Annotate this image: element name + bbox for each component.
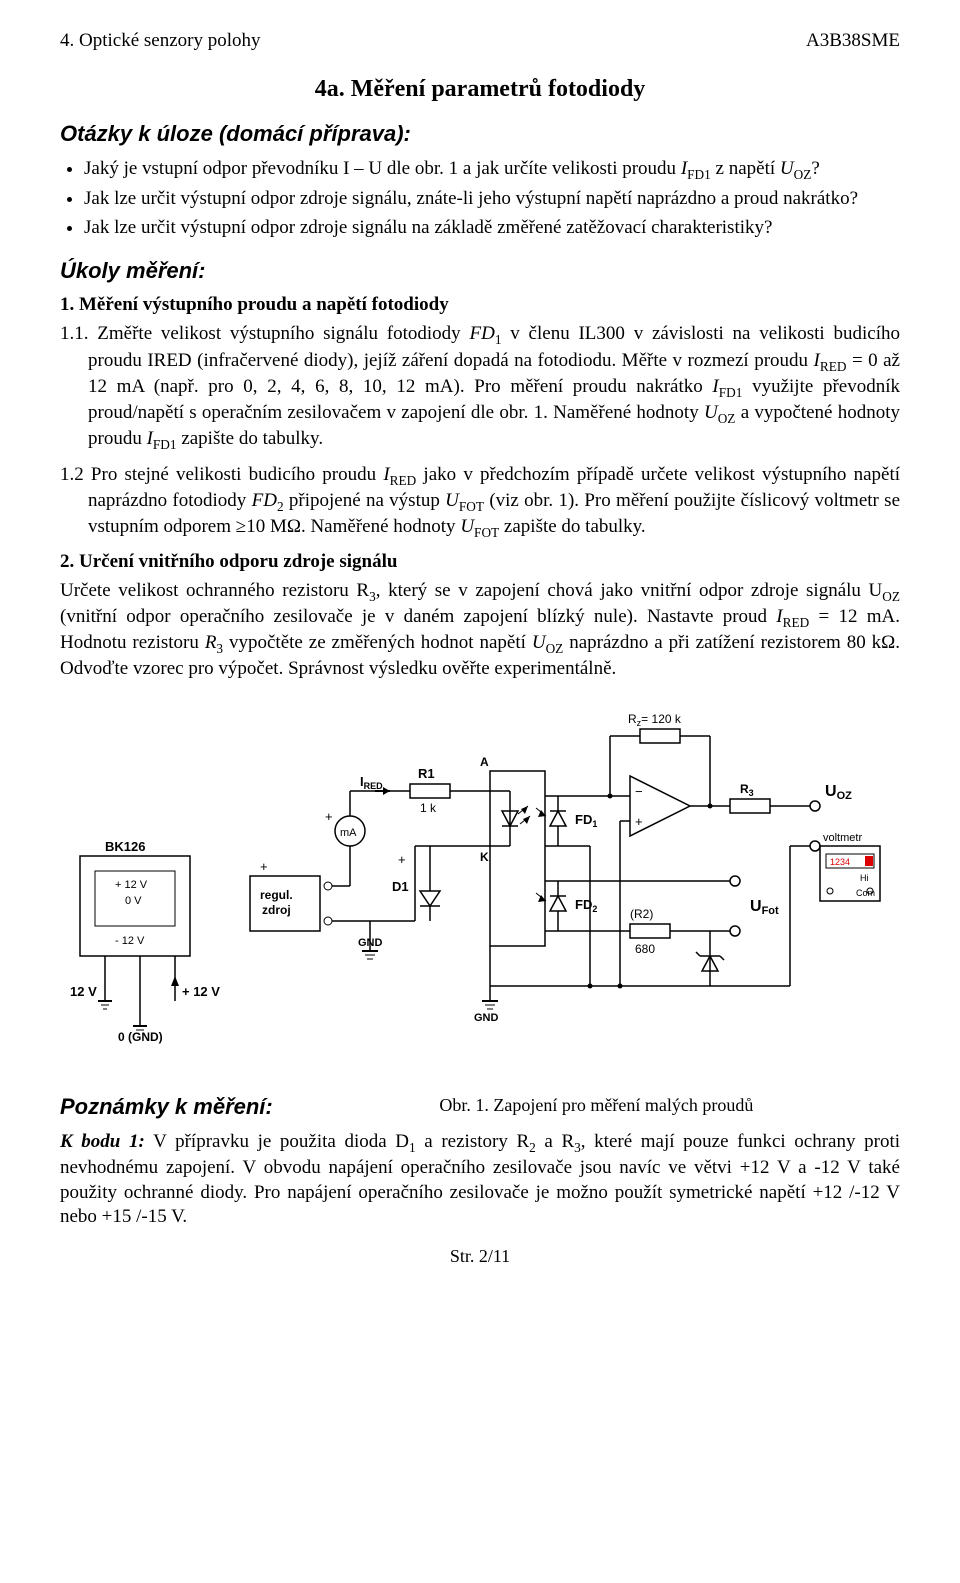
- svg-text:D1: D1: [392, 879, 409, 894]
- task2-heading: 2. Určení vnitřního odporu zdroje signál…: [60, 551, 900, 573]
- svg-text:IRED: IRED: [360, 774, 383, 791]
- svg-text:GND: GND: [358, 937, 383, 949]
- svg-text:680: 680: [635, 942, 655, 956]
- notes-heading: Poznámky k měření:: [60, 1094, 273, 1120]
- svg-text:R1: R1: [418, 766, 435, 781]
- svg-text:regul.: regul.: [260, 888, 293, 902]
- header-right: A3B38SME: [806, 30, 900, 52]
- task1-1: 1.1. Změřte velikost výstupního signálu …: [60, 322, 900, 452]
- svg-text:Hi: Hi: [860, 873, 869, 883]
- svg-text:0 V: 0 V: [125, 895, 142, 907]
- circuit-diagram: BK126 + 12 V 0 V - 12 V 12 V + 12 V 0 (G…: [60, 696, 900, 1076]
- svg-text:−: −: [635, 784, 643, 799]
- svg-text:K: K: [480, 850, 489, 864]
- svg-text:0 (GND): 0 (GND): [118, 1030, 163, 1044]
- question-list: Jaký je vstupní odpor převodníku I – U d…: [60, 157, 900, 240]
- page-footer: Str. 2/11: [60, 1246, 900, 1267]
- svg-text:mA: mA: [340, 827, 357, 839]
- task2-body: Určete velikost ochranného rezistoru R3,…: [60, 579, 900, 682]
- task1-2: 1.2 Pro stejné velikosti budicího proudu…: [60, 463, 900, 541]
- svg-text:voltmetr: voltmetr: [823, 832, 862, 844]
- figure-caption: Obr. 1. Zapojení pro měření malých proud…: [293, 1095, 900, 1116]
- svg-text:(R2): (R2): [630, 907, 653, 921]
- svg-text:Rz= 120 k: Rz= 120 k: [628, 712, 682, 728]
- list-item: Jak lze určit výstupní odpor zdroje sign…: [84, 216, 900, 241]
- tasks-heading: Úkoly měření:: [60, 258, 900, 284]
- svg-text:1234: 1234: [830, 857, 850, 867]
- list-item: Jak lze určit výstupní odpor zdroje sign…: [84, 187, 900, 212]
- svg-text:+: +: [260, 859, 268, 874]
- svg-text:12 V: 12 V: [70, 984, 97, 999]
- notes-body: K bodu 1: V přípravku je použita dioda D…: [60, 1130, 900, 1230]
- svg-text:UFot: UFot: [750, 898, 779, 917]
- svg-text:FD1: FD1: [575, 812, 597, 829]
- svg-text:R3: R3: [740, 782, 754, 798]
- svg-text:- 12 V: - 12 V: [115, 935, 145, 947]
- svg-text:+: +: [398, 852, 406, 867]
- svg-text:GND: GND: [474, 1012, 499, 1024]
- svg-text:UOZ: UOZ: [825, 783, 852, 802]
- svg-text:+: +: [325, 809, 333, 824]
- svg-text:FD2: FD2: [575, 897, 597, 914]
- svg-text:+ 12 V: + 12 V: [182, 984, 220, 999]
- svg-text:Com: Com: [856, 888, 875, 898]
- svg-text:1 k: 1 k: [420, 801, 437, 815]
- main-title: 4a. Měření parametrů fotodiody: [60, 76, 900, 103]
- svg-text:A: A: [480, 755, 489, 769]
- svg-text:+ 12 V: + 12 V: [115, 879, 148, 891]
- questions-heading: Otázky k úloze (domácí příprava):: [60, 121, 900, 147]
- list-item: Jaký je vstupní odpor převodníku I – U d…: [84, 157, 900, 183]
- task1-heading: 1. Měření výstupního proudu a napětí fot…: [60, 294, 900, 316]
- svg-text:zdroj: zdroj: [262, 903, 291, 917]
- svg-text:+: +: [635, 814, 643, 829]
- header-left: 4. Optické senzory polohy: [60, 30, 261, 52]
- bk126-label: BK126: [105, 839, 145, 854]
